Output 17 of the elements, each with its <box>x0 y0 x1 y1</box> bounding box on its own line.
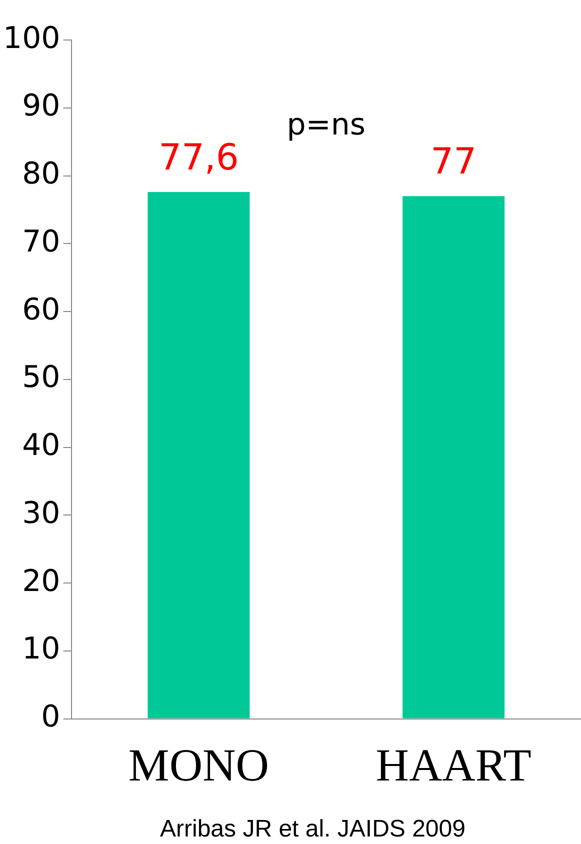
y-tick-label: 20 <box>22 564 60 599</box>
y-tick-label: 90 <box>22 88 60 124</box>
y-tick-label: 60 <box>22 292 60 328</box>
annotation: p=ns <box>286 108 366 143</box>
y-tick-label: 0 <box>41 700 60 735</box>
y-tick-label: 30 <box>22 496 60 531</box>
data-label: 77,6 <box>158 137 239 178</box>
data-label: 77 <box>430 141 476 182</box>
y-tick-label: 10 <box>22 632 60 667</box>
y-tick-label: 100 <box>2 20 60 56</box>
text: Arribas JR et al. JAIDS 2009 <box>160 816 466 843</box>
x-tick-label: HAART <box>376 739 532 790</box>
y-tick-label: 40 <box>22 428 60 464</box>
x-tick-label: MONO <box>128 739 269 790</box>
y-tick-label: 80 <box>22 156 60 192</box>
y-tick-label: 50 <box>22 360 60 396</box>
y-tick-label: 70 <box>22 224 60 260</box>
